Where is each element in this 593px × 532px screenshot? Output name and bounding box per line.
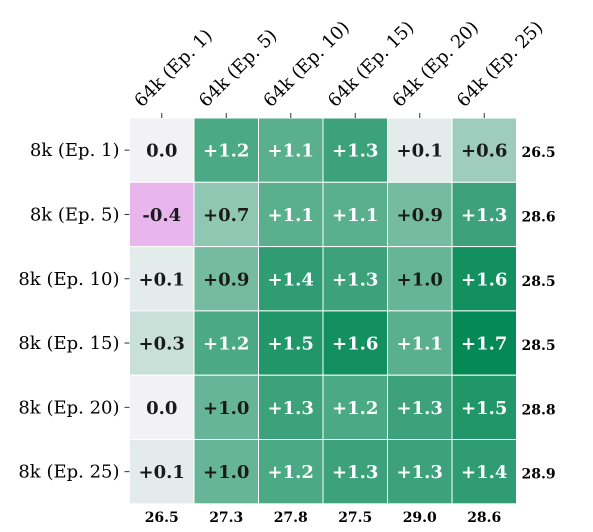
column-total-label: 29.0 (403, 510, 437, 526)
cell-value-label: +0.7 (203, 205, 249, 226)
cell-value-label: +1.3 (268, 398, 314, 419)
y-tick-label: 8k (Ep. 20) (18, 397, 119, 418)
cell-value-label: +1.5 (461, 398, 507, 419)
x-axis: 64k (Ep. 1)64k (Ep. 5)64k (Ep. 10)64k (E… (130, 17, 547, 118)
cell-value-label: +1.2 (203, 141, 249, 162)
column-total-label: 28.6 (467, 510, 501, 526)
heatmap-cell (193, 117, 259, 183)
heatmap-cell (193, 181, 259, 248)
cell-value-label: +1.1 (397, 334, 443, 355)
cell-value-label: +1.5 (268, 334, 314, 355)
cell-value-label: +1.4 (268, 269, 314, 290)
row-total-label: 28.9 (522, 467, 556, 483)
cell-value-label: 0.0 (146, 398, 177, 419)
heatmap-cell (258, 310, 324, 376)
heatmap-cell (322, 439, 388, 505)
cell-value-label: +1.3 (461, 205, 507, 226)
y-axis: 8k (Ep. 1) 8k (Ep. 5) 8k (Ep. 10) 8k (Ep. 1… (18, 140, 130, 483)
row-total-label: 28.5 (522, 338, 556, 354)
y-tick-label: 8k (Ep. 1) (30, 140, 120, 161)
heatmap-cell (129, 374, 195, 441)
heatmap-cell (129, 117, 195, 183)
y-tick-label: 8k (Ep. 15) (18, 333, 119, 354)
column-total-label: 27.5 (338, 510, 372, 526)
heatmap-cell (387, 374, 453, 441)
row-total-label: 28.5 (522, 274, 556, 290)
cell-value-label: +1.3 (397, 462, 443, 483)
heatmap-cell (451, 181, 517, 248)
cell-value-label: +0.1 (397, 141, 443, 162)
heatmap-cell (193, 310, 259, 376)
row-total-label: 28.8 (522, 402, 556, 418)
heatmap-cell (322, 374, 388, 441)
cell-value-label: +1.2 (203, 334, 249, 355)
heatmap-cell (322, 310, 388, 376)
cell-value-label: +1.2 (268, 462, 314, 483)
cell-value-label: +1.4 (461, 462, 507, 483)
cell-value-label: +1.0 (203, 398, 249, 419)
heatmap-cell (129, 439, 195, 505)
heatmap-cell (129, 310, 195, 376)
heatmap-cell (193, 246, 259, 312)
heatmap-cell (322, 117, 388, 183)
cell-value-label: +1.6 (461, 269, 507, 290)
heatmap-cell (451, 117, 517, 183)
cell-value-label: +1.3 (332, 462, 378, 483)
cell-value-label: +1.3 (397, 398, 443, 419)
column-total-label: 26.5 (145, 510, 179, 526)
row-total-label: 26.5 (522, 145, 556, 161)
cell-value-label: +1.1 (268, 141, 314, 162)
heatmap-cell-labels: 0.0 +1.2 +1.1 +1.3 +0.1 +0.6 -0.4 +0.7 +1.1 +1.1 +… (139, 141, 508, 484)
heatmap-cell (322, 181, 388, 248)
cell-value-label: +0.6 (461, 141, 507, 162)
column-total-label: 27.3 (209, 510, 243, 526)
row-total-label: 28.6 (522, 209, 556, 225)
heatmap-cells (129, 117, 517, 505)
column-totals: 26.5 27.3 27.8 27.5 29.0 28.6 (145, 510, 502, 526)
cell-value-label: +1.0 (203, 462, 249, 483)
cell-value-label: +1.3 (332, 141, 378, 162)
heatmap-cell (451, 439, 517, 505)
heatmap-cell (322, 246, 388, 312)
cell-value-label: +1.7 (461, 334, 507, 355)
cell-value-label: +1.2 (332, 398, 378, 419)
y-tick-label: 8k (Ep. 5) (30, 204, 120, 225)
cell-value-label: +1.1 (268, 205, 314, 226)
cell-value-label: +0.9 (203, 269, 249, 290)
cell-value-label: -0.4 (142, 205, 181, 226)
cell-value-label: +0.9 (397, 205, 443, 226)
heatmap-cell (451, 246, 517, 312)
cell-value-label: +1.0 (397, 269, 443, 290)
y-tick-label: 8k (Ep. 25) (18, 462, 119, 483)
y-tick-label: 8k (Ep. 10) (18, 269, 119, 290)
cell-value-label: +1.3 (332, 269, 378, 290)
heatmap-cell (387, 310, 453, 376)
heatmap-cell (387, 246, 453, 312)
cell-value-label: +0.1 (139, 269, 185, 290)
cell-value-label: 0.0 (146, 141, 177, 162)
cell-value-label: +1.6 (332, 334, 378, 355)
heatmap-cell (387, 439, 453, 505)
column-total-label: 27.8 (274, 510, 308, 526)
heatmap-cell (451, 374, 517, 441)
cell-value-label: +0.3 (139, 334, 185, 355)
heatmap-cell (258, 374, 324, 441)
heatmap-cell (451, 310, 517, 376)
row-totals: 26.5 28.6 28.5 28.5 28.8 28.9 (522, 145, 556, 483)
cell-value-label: +1.1 (332, 205, 378, 226)
cell-value-label: +0.1 (139, 462, 185, 483)
